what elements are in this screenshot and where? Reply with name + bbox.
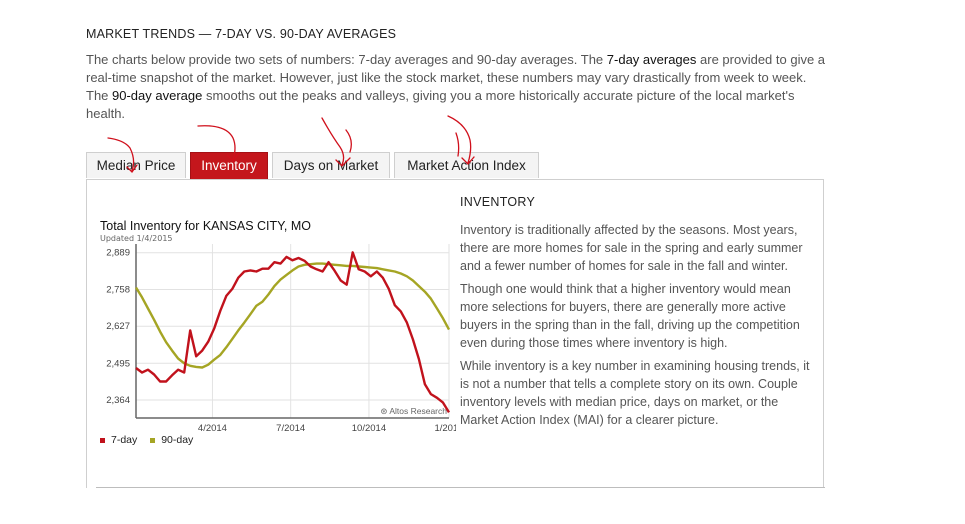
- section-heading: MARKET TRENDS — 7-DAY VS. 90-DAY AVERAGE…: [86, 27, 397, 41]
- x-tick-label: 10/2014: [352, 423, 386, 432]
- chart-updated-date: Updated 1/4/2015: [100, 234, 173, 243]
- y-tick-label: 2,889: [106, 248, 130, 259]
- legend-swatch-90day: [150, 437, 156, 443]
- tab-inventory[interactable]: Inventory: [190, 152, 268, 179]
- y-tick-label: 2,364: [106, 395, 130, 406]
- chart-title: Total Inventory for KANSAS CITY, MO: [100, 219, 311, 233]
- intro-part-2: are provided to give a real-time snapsho…: [86, 52, 826, 103]
- tab-days-on-market[interactable]: Days on Market: [272, 152, 390, 178]
- legend-label-90day: 90-day: [161, 434, 194, 446]
- y-tick-label: 2,758: [106, 284, 130, 295]
- series-line-90-day: [134, 262, 451, 369]
- x-tick-label: 1/2015: [434, 423, 456, 432]
- legend-item-7day: 7-day: [100, 434, 137, 446]
- tab-market-action-index[interactable]: Market Action Index: [394, 152, 539, 178]
- intro-bold-7day: 7-day averages: [606, 52, 697, 67]
- info-paragraph-1: Inventory is traditionally affected by t…: [460, 223, 803, 273]
- chart-legend: 7-day 90-day: [100, 434, 203, 446]
- y-tick-label: 2,627: [106, 321, 130, 332]
- y-tick-label: 2,495: [106, 358, 130, 369]
- series-line-7-day: [135, 251, 451, 414]
- info-panel: INVENTORY Inventory is traditionally aff…: [460, 195, 815, 434]
- inventory-line-chart: 2,364 2,495 2,627 2,758 2,889 4/2014 7/2014 10/…: [106, 244, 456, 432]
- tab-panel: [86, 179, 824, 488]
- x-tick-label: 4/2014: [198, 423, 227, 432]
- x-tick-label: 7/2014: [276, 423, 305, 432]
- legend-item-90day: 90-day: [150, 434, 193, 446]
- info-title: INVENTORY: [460, 195, 536, 209]
- intro-text: The charts below provide two sets of num…: [86, 51, 831, 123]
- bottom-divider: [96, 487, 825, 488]
- info-paragraph-2: Though one would think that a higher inv…: [460, 282, 800, 350]
- altos-watermark: ⊛ Altos Research: [380, 406, 447, 416]
- legend-label-7day: 7-day: [111, 434, 138, 446]
- intro-part-1: The charts below provide two sets of num…: [86, 52, 607, 67]
- tab-median-price[interactable]: Median Price: [86, 152, 186, 178]
- info-paragraph-3: While inventory is a key number in exami…: [460, 359, 810, 427]
- intro-bold-90day: 90-day average: [112, 88, 203, 103]
- legend-swatch-7day: [100, 437, 105, 443]
- intro-part-3: smooths out the peaks and valleys, givin…: [86, 88, 795, 121]
